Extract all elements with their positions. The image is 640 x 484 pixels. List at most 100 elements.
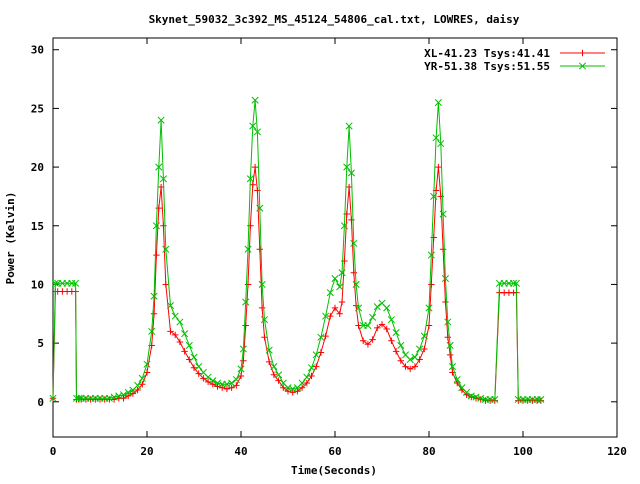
y-tick-label: 0 xyxy=(37,396,44,409)
data-point xyxy=(247,222,254,229)
data-point xyxy=(265,346,273,354)
data-point xyxy=(442,298,449,306)
data-point xyxy=(105,394,113,402)
series-2 xyxy=(49,96,545,404)
data-point xyxy=(260,316,269,324)
x-axis-label: Time(Seconds) xyxy=(291,464,377,477)
data-point xyxy=(472,393,480,401)
data-point xyxy=(289,389,296,396)
x-tick-label: 60 xyxy=(328,445,341,458)
data-point xyxy=(441,275,450,283)
data-point xyxy=(383,304,391,312)
data-point xyxy=(129,390,137,397)
data-point xyxy=(322,312,330,320)
data-point xyxy=(49,394,57,402)
data-point xyxy=(364,341,372,348)
legend-label: XL-41.23 Tsys:41.41 xyxy=(424,47,550,60)
data-point xyxy=(219,384,226,391)
data-point xyxy=(510,279,518,287)
data-point xyxy=(139,380,146,388)
data-point xyxy=(369,313,377,321)
data-point xyxy=(388,337,395,344)
series-layer xyxy=(49,96,545,404)
data-point xyxy=(430,192,438,200)
data-point xyxy=(258,280,266,288)
data-point xyxy=(200,375,207,382)
data-point xyxy=(138,374,146,382)
data-point xyxy=(345,122,353,130)
data-point xyxy=(336,283,344,291)
data-point xyxy=(397,341,405,350)
x-tick-label: 40 xyxy=(234,445,247,458)
data-point xyxy=(439,210,447,218)
data-point xyxy=(253,128,262,136)
data-point xyxy=(303,379,310,387)
data-point xyxy=(242,298,250,306)
data-point xyxy=(124,388,132,396)
data-point xyxy=(223,385,231,393)
data-point xyxy=(343,163,351,171)
data-point xyxy=(153,251,160,259)
data-point xyxy=(411,363,419,370)
data-point xyxy=(432,134,440,142)
data-point xyxy=(280,384,287,391)
data-point xyxy=(468,393,475,401)
data-point xyxy=(51,279,59,287)
data-point xyxy=(195,363,203,371)
data-point xyxy=(228,379,236,387)
data-point xyxy=(392,348,400,355)
data-point xyxy=(308,372,315,380)
series-1 xyxy=(49,163,545,404)
y-tick-label: 30 xyxy=(31,44,44,57)
data-point xyxy=(467,392,475,400)
data-point xyxy=(331,304,339,312)
data-point xyxy=(425,322,433,329)
data-point xyxy=(125,392,132,400)
x-tick-label: 20 xyxy=(140,445,153,458)
data-point xyxy=(355,322,362,329)
data-point xyxy=(439,246,447,253)
data-point xyxy=(360,337,367,344)
data-point xyxy=(411,353,419,361)
data-point xyxy=(228,384,235,391)
data-point xyxy=(336,310,343,317)
data-point xyxy=(159,175,168,183)
data-point xyxy=(115,392,123,400)
data-point xyxy=(350,239,358,247)
data-point xyxy=(256,246,263,253)
data-point xyxy=(364,321,372,330)
data-point xyxy=(143,360,151,368)
y-tick-label: 5 xyxy=(37,337,44,350)
data-point xyxy=(392,329,400,337)
data-point xyxy=(270,363,278,371)
data-point xyxy=(444,334,451,341)
data-point xyxy=(373,303,381,311)
data-point xyxy=(345,183,353,191)
data-point xyxy=(251,96,259,104)
data-point xyxy=(537,395,545,404)
data-point xyxy=(303,373,311,381)
data-point xyxy=(437,140,445,148)
data-point xyxy=(289,385,297,393)
data-point xyxy=(237,365,245,373)
y-axis-label: Power (Kelvin) xyxy=(4,192,17,285)
data-point xyxy=(407,365,414,373)
data-point xyxy=(185,341,193,350)
data-point xyxy=(427,251,435,259)
y-tick-label: 15 xyxy=(31,220,44,233)
data-point xyxy=(249,122,257,130)
data-point xyxy=(167,328,174,335)
data-point xyxy=(331,275,339,283)
data-point xyxy=(239,345,247,353)
data-point xyxy=(338,298,346,306)
data-point xyxy=(240,357,247,364)
data-point xyxy=(284,384,292,392)
data-point xyxy=(150,292,158,300)
data-point xyxy=(327,312,334,320)
data-point xyxy=(171,312,179,320)
data-point xyxy=(463,388,471,396)
data-point xyxy=(152,222,160,230)
data-point xyxy=(119,391,128,399)
